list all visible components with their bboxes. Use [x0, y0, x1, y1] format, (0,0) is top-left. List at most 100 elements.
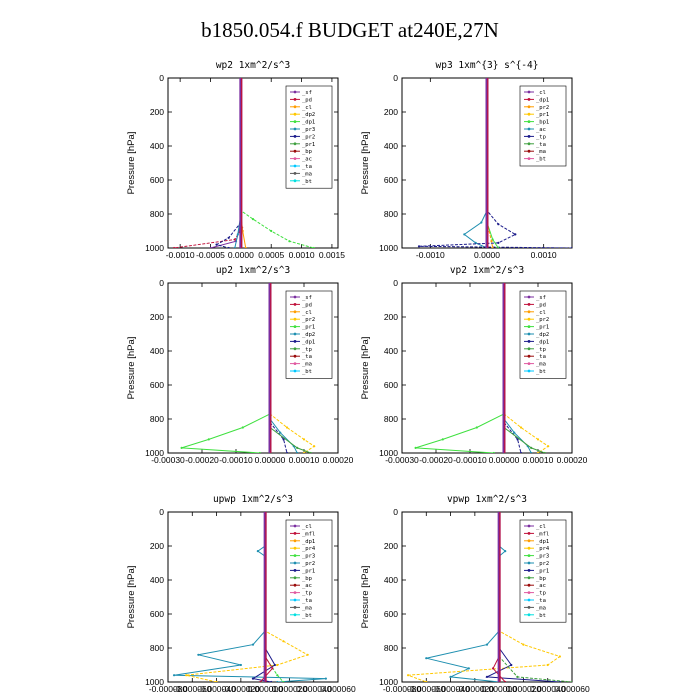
series-point — [172, 246, 176, 248]
legend-entry: _mfl — [302, 531, 315, 537]
legend-entry: _dp1 — [536, 339, 549, 345]
legend-entry: _bt — [536, 157, 546, 163]
legend-marker — [293, 561, 297, 565]
series-point — [251, 677, 255, 680]
x-tick-label: -0.0005 — [196, 250, 225, 260]
panel-title: upwp 1xm^2/s^3 — [213, 494, 293, 505]
panel-title: wp3 1xm^{3} s^{-4} — [436, 60, 539, 71]
series-point — [306, 653, 309, 656]
series-point — [425, 657, 428, 660]
y-tick-label: 800 — [384, 643, 398, 653]
legend-marker — [293, 524, 297, 528]
series-point — [251, 218, 255, 221]
legend-marker — [527, 598, 531, 602]
x-tick-label: -0.00030 — [151, 455, 185, 465]
series-point — [271, 667, 274, 670]
series-point — [185, 674, 188, 677]
series-point — [449, 675, 452, 679]
series-point — [324, 677, 327, 680]
legend-entry: _bp — [536, 576, 546, 582]
series-point — [276, 663, 279, 667]
series-point — [497, 246, 500, 248]
series-point — [570, 246, 572, 248]
legend-entry: _bt — [302, 613, 312, 619]
legend-entry: _pr2 — [536, 317, 549, 323]
x-tick-label: 0.0015 — [319, 250, 345, 260]
series-point — [288, 240, 291, 243]
legend-entry: _cl — [302, 310, 312, 316]
legend-marker — [527, 340, 531, 343]
series-point — [492, 451, 495, 453]
legend-entry: _ta — [536, 142, 546, 148]
series-point — [546, 663, 549, 667]
series-point — [504, 680, 507, 682]
series-point — [273, 663, 276, 667]
legend-marker — [527, 354, 531, 358]
legend-entry: _dp1 — [302, 539, 315, 545]
y-axis-label: Pressure [hPa] — [126, 132, 137, 195]
legend-entry: _dp1 — [536, 97, 549, 103]
legend: _cl_dp1 _pr2_pr1 _bp1_ac_tp _ta_ma _bt — [519, 85, 567, 167]
legend-marker — [293, 613, 297, 617]
y-tick-label: 600 — [384, 609, 398, 619]
y-tick-label: 1000 — [379, 448, 398, 458]
series-point — [491, 238, 494, 241]
x-tick-label: 0.00020 — [323, 455, 354, 465]
legend-marker — [527, 90, 531, 94]
legend-entry: _ma — [536, 605, 546, 611]
legend-entry: _bt — [536, 369, 546, 375]
y-axis-label: Pressure [hPa] — [360, 337, 371, 400]
y-tick-label: 400 — [384, 575, 398, 585]
series-point — [504, 550, 507, 553]
series-point — [547, 445, 550, 448]
legend-marker — [527, 325, 531, 328]
legend-marker — [527, 105, 531, 109]
legend-entry: _bp1 — [536, 120, 549, 126]
legend-marker — [527, 532, 531, 535]
series-point — [543, 451, 546, 453]
panel-6: vpwp 1xm^2/s^3 0 200 400 600 800 1000 Pressure … — [360, 494, 590, 694]
legend-entry: _bt — [536, 613, 546, 619]
y-tick-label: 200 — [384, 312, 398, 322]
series-point — [491, 667, 495, 670]
series-point — [406, 674, 410, 677]
legend-entry: _pr3 — [536, 554, 549, 560]
x-tick-label: 0.000000 — [247, 684, 283, 694]
legend-entry: _ta — [302, 164, 312, 170]
legend-entry: _sf — [302, 295, 312, 301]
series-point — [522, 643, 525, 646]
legend-entry: _ma — [302, 362, 312, 368]
x-tick-label: 0.0010 — [289, 250, 315, 260]
x-tick-label: 0.000060 — [320, 684, 356, 694]
y-tick-label: 1000 — [145, 677, 164, 687]
x-tick-label: -0.000040 — [197, 684, 236, 694]
legend-entry: _ac — [536, 127, 546, 133]
series-point — [313, 445, 316, 448]
legend-marker — [527, 576, 531, 580]
x-tick-label: -0.0010 — [166, 250, 195, 260]
series-point — [296, 446, 299, 449]
y-tick-label: 600 — [150, 380, 164, 390]
series-point — [227, 246, 230, 248]
legend-entry: _dp2 — [302, 332, 315, 338]
legend-entry: _pr2 — [302, 134, 315, 140]
y-tick-label: 200 — [384, 107, 398, 117]
legend-marker — [293, 591, 297, 594]
panel-4: vp2 1xm^2/s^3 0 200 400 600 800 1000 Pressure [… — [360, 265, 588, 465]
x-tick-label: -0.000060 — [173, 684, 212, 694]
x-tick-label: 0.00010 — [289, 455, 320, 465]
series-group — [414, 283, 550, 453]
legend-marker — [527, 524, 531, 528]
y-tick-label: 800 — [150, 643, 164, 653]
series-group — [406, 512, 572, 682]
legend-marker — [293, 362, 297, 365]
series-point — [258, 451, 261, 453]
legend-marker — [293, 172, 297, 175]
series-point — [282, 680, 285, 682]
y-tick-label: 0 — [159, 278, 164, 288]
x-tick-label: 0.000020 — [272, 684, 308, 694]
series-point — [285, 426, 289, 429]
series-point — [296, 451, 299, 453]
series-point — [227, 236, 230, 239]
legend-marker — [527, 606, 531, 609]
